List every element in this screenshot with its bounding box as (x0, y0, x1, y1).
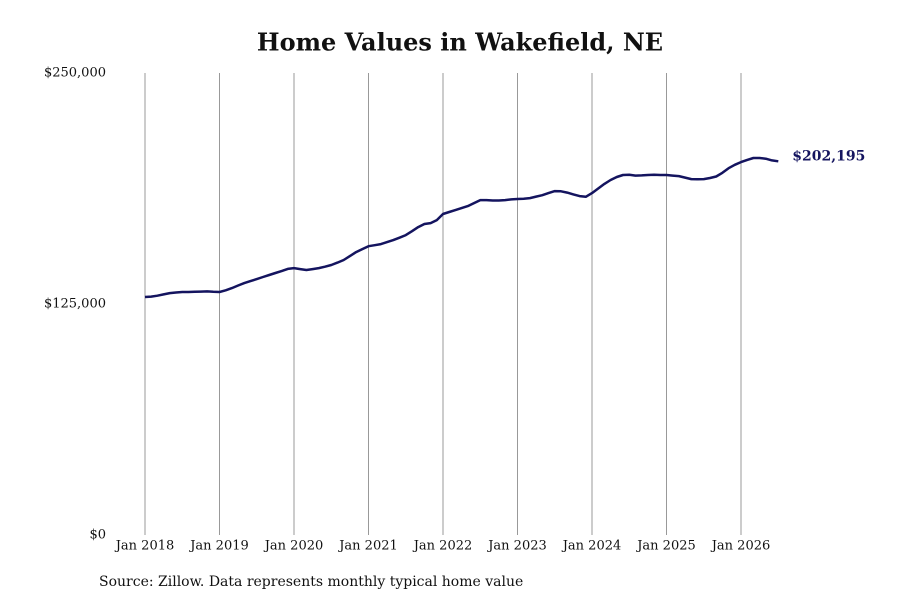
x-tick-label: Jan 2025 (635, 539, 696, 554)
chart-title: Home Values in Wakefield, NE (257, 28, 663, 57)
line-series (144, 156, 779, 299)
x-tick-label: Jan 2023 (486, 539, 547, 554)
x-tick-label: Jan 2021 (337, 539, 398, 554)
y-tick-label: $250,000 (44, 66, 106, 81)
x-tick-label: Jan 2020 (263, 539, 324, 554)
x-tick-label: Jan 2022 (412, 539, 473, 554)
x-tick-label: Jan 2019 (188, 539, 249, 554)
x-tick-label: Jan 2026 (710, 539, 771, 554)
y-tick-label: $125,000 (44, 297, 106, 312)
end-value-label: $202,195 (792, 148, 865, 164)
x-tick-label: Jan 2018 (114, 539, 175, 554)
x-tick-label: Jan 2024 (561, 539, 622, 554)
y-tick-label: $0 (89, 528, 106, 543)
source-note: Source: Zillow. Data represents monthly … (99, 574, 523, 590)
